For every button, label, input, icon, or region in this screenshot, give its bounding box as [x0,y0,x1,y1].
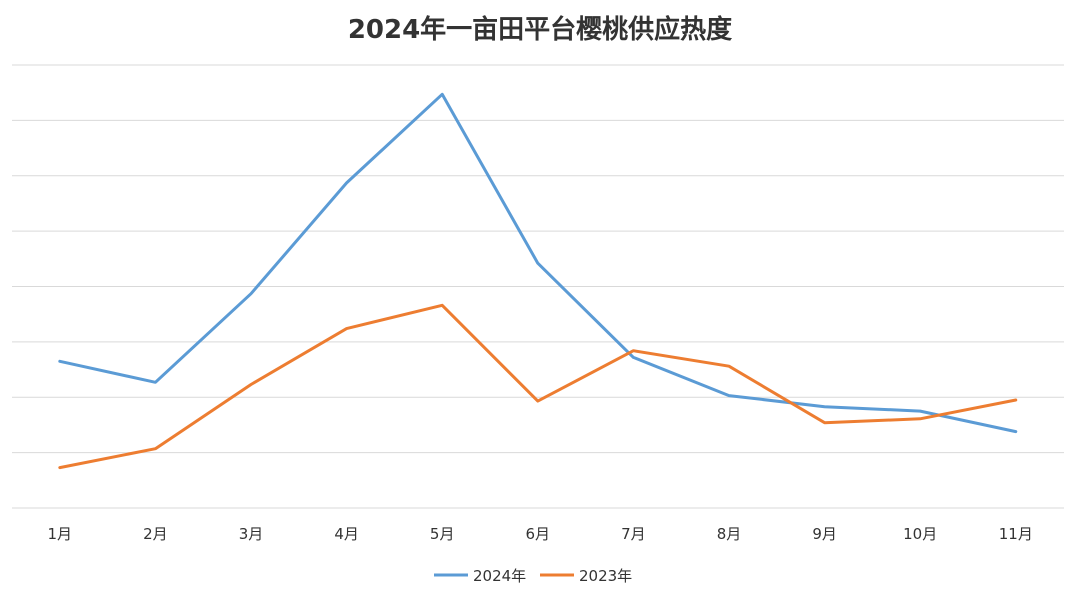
series-line [58,303,1018,470]
x-axis-ticks: 1月 2月 3月 4月 5月 6月 7月 8月 9月 10月 11月 [48,525,1033,543]
x-tick-label: 3月 [239,525,264,543]
x-tick-label: 10月 [903,525,937,543]
series-lines [58,92,1018,470]
x-tick-label: 8月 [717,525,742,543]
x-tick-label: 2月 [143,525,168,543]
legend-label: 2023年 [579,567,632,585]
x-tick-label: 1月 [48,525,73,543]
gridlines [12,64,1064,509]
x-tick-label: 5月 [430,525,455,543]
chart-title: 2024年一亩田平台樱桃供应热度 [348,14,732,45]
x-tick-label: 11月 [999,525,1033,543]
series-line [58,92,1018,434]
x-tick-label: 9月 [812,525,837,543]
x-tick-label: 6月 [526,525,551,543]
legend: 2024年 2023年 [434,567,632,585]
x-tick-label: 7月 [621,525,646,543]
x-tick-label: 4月 [334,525,359,543]
legend-label: 2024年 [473,567,526,585]
